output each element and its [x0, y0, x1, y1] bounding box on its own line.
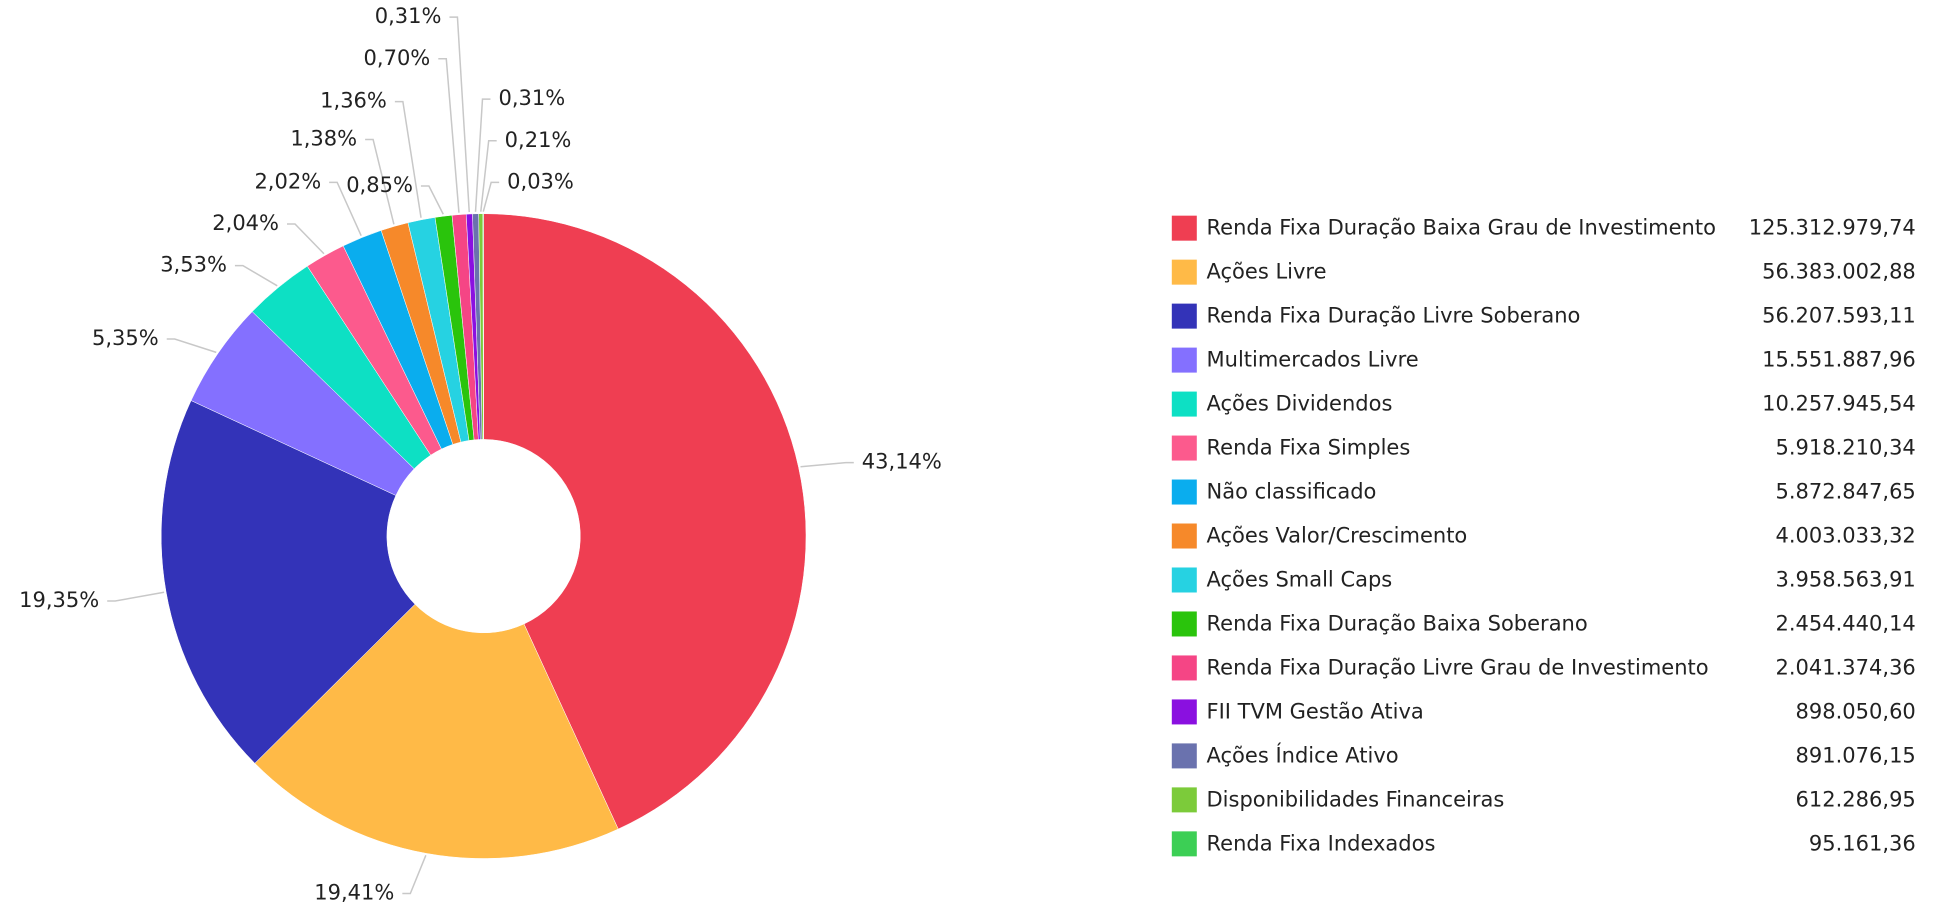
- leader-line: [402, 855, 427, 895]
- legend-swatch: [1171, 215, 1197, 241]
- legend-label: Disponibilidades Financeiras: [1207, 787, 1505, 811]
- data-label: 1,38%: [290, 127, 357, 151]
- legend-label: Renda Fixa Duração Livre Soberano: [1207, 304, 1581, 328]
- legend-label: Ações Small Caps: [1207, 567, 1393, 591]
- legend-swatch: [1171, 435, 1197, 461]
- legend-value: 4.003.033,32: [1776, 524, 1916, 548]
- legend-value: 56.383.002,88: [1762, 260, 1916, 284]
- legend-label: Ações Valor/Crescimento: [1207, 524, 1468, 548]
- data-label: 19,35%: [19, 588, 99, 612]
- legend-value: 95.161,36: [1809, 831, 1916, 855]
- data-label: 2,02%: [254, 169, 321, 193]
- legend-swatch: [1171, 259, 1197, 285]
- legend-swatch: [1171, 347, 1197, 373]
- legend-label: Ações Livre: [1207, 260, 1327, 284]
- legend-swatch: [1171, 831, 1197, 857]
- legend-swatch: [1171, 699, 1197, 725]
- slice: [482, 213, 484, 440]
- legend-value: 125.312.979,74: [1749, 216, 1916, 240]
- legend-value: 2.041.374,36: [1776, 655, 1916, 679]
- legend-value: 15.551.887,96: [1762, 348, 1916, 372]
- data-label: 0,21%: [505, 128, 572, 152]
- leader-line: [234, 264, 278, 287]
- leader-line: [482, 181, 500, 212]
- leader-line: [287, 223, 325, 255]
- legend-label: Ações Dividendos: [1207, 392, 1393, 416]
- data-label: 19,41%: [314, 881, 394, 905]
- legend-label: Renda Fixa Duração Baixa Grau de Investi…: [1207, 216, 1716, 240]
- data-label: 0,03%: [507, 169, 574, 193]
- data-label: 5,35%: [92, 326, 159, 350]
- slice: [160, 400, 416, 764]
- legend-swatch: [1171, 567, 1197, 593]
- leader-line: [166, 338, 217, 354]
- legend-value: 10.257.945,54: [1762, 392, 1916, 416]
- legend-label: Renda Fixa Duração Livre Grau de Investi…: [1207, 655, 1709, 679]
- data-label: 1,36%: [320, 89, 387, 113]
- data-label: 3,53%: [160, 253, 227, 277]
- legend-label: Ações Índice Ativo: [1207, 742, 1399, 767]
- leader-line: [107, 591, 165, 602]
- leader-line: [394, 100, 422, 218]
- legend-label: Multimercados Livre: [1207, 348, 1419, 372]
- legend-value: 56.207.593,11: [1762, 304, 1916, 328]
- legend-swatch: [1171, 743, 1197, 769]
- leader-line: [800, 461, 854, 468]
- slice: [483, 213, 807, 830]
- legend-swatch: [1171, 523, 1197, 549]
- legend-value: 5.918.210,34: [1776, 436, 1916, 460]
- slice: [254, 603, 619, 859]
- legend-swatch: [1171, 655, 1197, 681]
- legend-label: Renda Fixa Simples: [1207, 436, 1411, 460]
- data-label: 0,31%: [498, 86, 565, 110]
- legend-label: Renda Fixa Duração Baixa Soberano: [1207, 611, 1588, 635]
- leader-line: [438, 58, 460, 213]
- legend-value: 2.454.440,14: [1776, 611, 1916, 635]
- leader-line: [365, 138, 395, 225]
- leader-line: [420, 185, 444, 215]
- legend-label: Renda Fixa Indexados: [1207, 831, 1436, 855]
- legend-value: 3.958.563,91: [1776, 567, 1916, 591]
- data-label: 2,04%: [212, 211, 279, 235]
- legend-label: Não classificado: [1207, 480, 1377, 504]
- legend-swatch: [1171, 787, 1197, 813]
- legend-swatch: [1171, 303, 1197, 329]
- leader-line: [329, 181, 362, 237]
- legend-swatch: [1171, 611, 1197, 637]
- data-label: 0,85%: [346, 173, 413, 197]
- legend-swatch: [1171, 391, 1197, 417]
- legend-swatch: [1171, 479, 1197, 505]
- legend-value: 5.872.847,65: [1776, 480, 1916, 504]
- leader-line: [474, 98, 491, 212]
- legend-value: 612.286,95: [1796, 787, 1916, 811]
- data-label: 0,31%: [375, 4, 442, 28]
- legend-value: 898.050,60: [1796, 699, 1916, 723]
- data-label: 0,70%: [364, 46, 431, 70]
- legend-value: 891.076,15: [1796, 743, 1916, 767]
- data-label: 43,14%: [862, 450, 942, 474]
- leader-line: [449, 16, 470, 213]
- legend-label: FII TVM Gestão Ativa: [1207, 699, 1424, 723]
- leader-line: [480, 140, 497, 212]
